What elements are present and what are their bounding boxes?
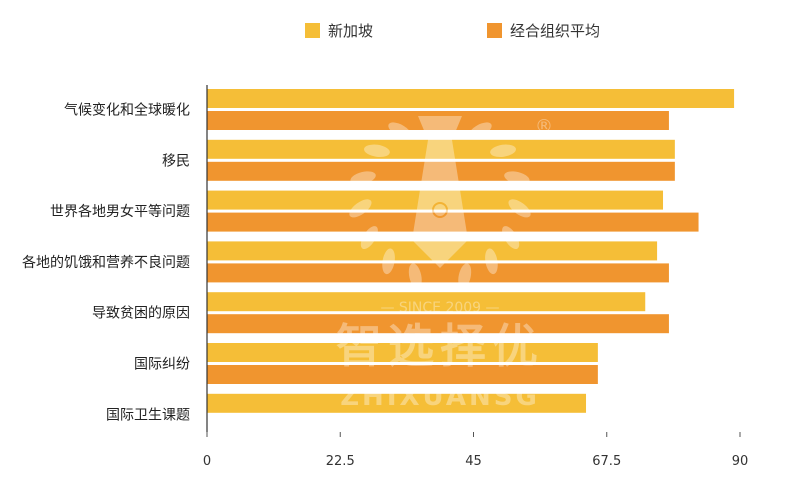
bar bbox=[207, 314, 669, 334]
category-label: 移民 bbox=[162, 153, 190, 169]
pen-logo-icon bbox=[412, 116, 468, 268]
legend-label: 经合组织平均 bbox=[510, 22, 600, 40]
category-label: 各地的饥饿和营养不良问题 bbox=[22, 255, 190, 271]
bar bbox=[207, 190, 664, 210]
watermark: ® — SINCE 2009 — 智选择优 ZHIXUANSG bbox=[336, 116, 553, 412]
laurel-leaf-icon bbox=[502, 226, 520, 250]
bar bbox=[207, 111, 669, 130]
bar bbox=[207, 292, 646, 312]
x-tick-label: 22.5 bbox=[326, 454, 355, 469]
category-label: 国际纠纷 bbox=[134, 357, 190, 373]
bar bbox=[207, 89, 735, 108]
x-axis: 0 22.5 45 67.5 90 bbox=[203, 85, 748, 469]
bar bbox=[207, 365, 598, 384]
x-tick-label: 0 bbox=[203, 454, 211, 469]
laurel-leaf-icon bbox=[382, 248, 395, 275]
laurel-leaf-icon bbox=[490, 144, 516, 157]
laurel-leaf-icon bbox=[360, 226, 378, 250]
legend-label: 新加坡 bbox=[328, 22, 373, 40]
laurel-leaf-icon bbox=[485, 248, 498, 275]
bars-layer bbox=[207, 89, 735, 413]
x-tick-label: 90 bbox=[732, 454, 749, 469]
laurel-leaf-icon bbox=[349, 199, 372, 218]
bar bbox=[207, 212, 699, 232]
legend: 新加坡 经合组织平均 bbox=[305, 22, 600, 40]
laurel-leaf-icon bbox=[468, 122, 492, 140]
bar bbox=[207, 139, 675, 159]
x-tick-label: 45 bbox=[465, 454, 482, 469]
bar bbox=[207, 263, 669, 283]
laurel-leaf-icon bbox=[364, 144, 390, 157]
category-label: 导致贫困的原因 bbox=[92, 306, 190, 322]
laurel-leaf-icon bbox=[408, 263, 422, 289]
legend-swatch bbox=[487, 23, 502, 38]
bar bbox=[207, 393, 587, 413]
legend-swatch bbox=[305, 23, 320, 38]
pen-nib-icon bbox=[432, 202, 448, 218]
watermark-latin: ZHIXUANSG bbox=[340, 382, 540, 412]
laurel-leaf-icon bbox=[504, 171, 530, 185]
category-label: 世界各地男女平等问题 bbox=[50, 203, 190, 220]
laurel-leaf-icon bbox=[508, 199, 531, 218]
bar bbox=[207, 241, 658, 261]
watermark-chinese: 智选择优 bbox=[336, 319, 544, 373]
bar bbox=[207, 161, 675, 181]
laurel-leaf-icon bbox=[458, 263, 472, 289]
bar bbox=[207, 343, 598, 362]
registered-mark: ® bbox=[535, 116, 553, 137]
laurel-leaf-icon bbox=[388, 122, 412, 140]
category-labels: 气候变化和全球暖化移民世界各地男女平等问题各地的饥饿和营养不良问题导致贫困的原因… bbox=[22, 102, 190, 424]
watermark-since: — SINCE 2009 — bbox=[380, 300, 499, 316]
x-tick-label: 67.5 bbox=[592, 454, 621, 469]
category-label: 国际卫生课题 bbox=[106, 407, 190, 423]
category-label: 气候变化和全球暖化 bbox=[64, 102, 190, 119]
laurel-leaf-icon bbox=[350, 171, 376, 185]
